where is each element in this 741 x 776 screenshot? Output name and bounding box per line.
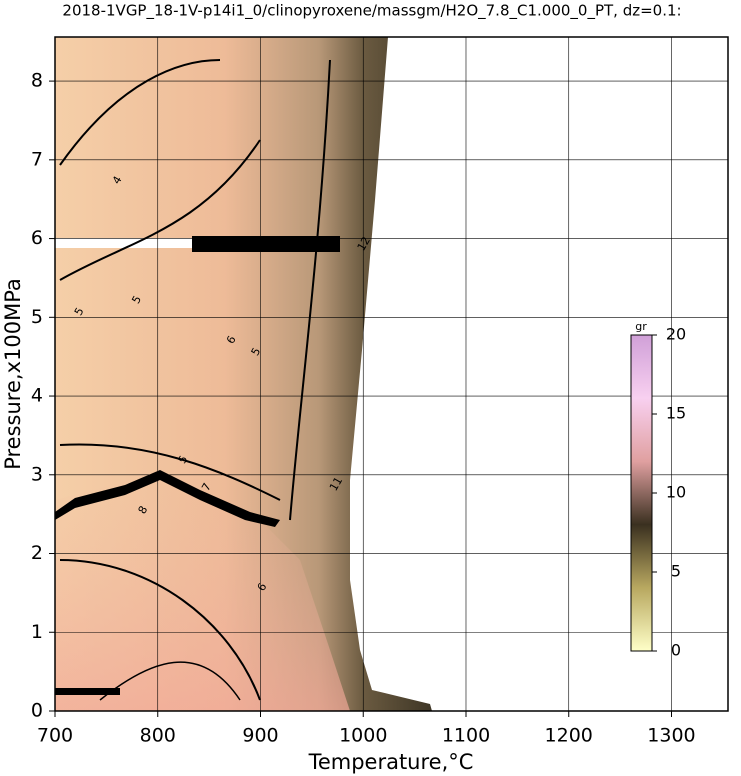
contour-field [55, 37, 432, 711]
x-tick-label: 700 [37, 725, 73, 747]
y-tick-label: 6 [31, 227, 43, 249]
chart-title: 2018-1VGP_18-1V-p14i1_0/clinopyroxene/ma… [62, 2, 681, 21]
x-tick-label: 1300 [647, 725, 695, 747]
x-tick-label: 1000 [339, 725, 387, 747]
x-tick-label: 800 [140, 725, 176, 747]
y-tick-label: 4 [31, 385, 43, 407]
contour-label: 11 [327, 475, 345, 494]
y-tick-label: 2 [31, 542, 43, 564]
colorbar-tick-label: 15 [666, 404, 686, 423]
colorbar-tick-label: 10 [666, 483, 686, 502]
y-tick-label: 1 [31, 621, 43, 643]
colorbar [630, 334, 653, 652]
y-tick-label: 5 [31, 306, 43, 328]
y-tick-label: 7 [31, 148, 43, 170]
y-axis-label: Pressure,x100MPa [1, 278, 25, 470]
colorbar-tick-label: 5 [671, 562, 681, 581]
y-tick-label: 8 [31, 70, 43, 92]
y-tick-label: 0 [31, 700, 43, 722]
colorbar-tick-label: 0 [671, 641, 681, 660]
x-tick-label: 1100 [442, 725, 490, 747]
x-tick-label: 1200 [545, 725, 593, 747]
colorbar-label: gr [635, 320, 647, 333]
x-tick-label: 900 [242, 725, 278, 747]
contour-label: 12 [355, 235, 373, 254]
y-tick-label: 3 [31, 463, 43, 485]
x-axis-label: Temperature,°C [308, 750, 474, 774]
plot-frame [54, 36, 729, 712]
colorbar-tick-label: 20 [666, 325, 686, 344]
